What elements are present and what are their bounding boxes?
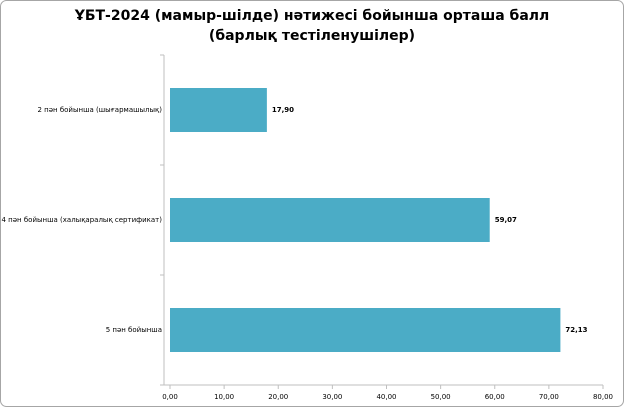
- value-label: 72,13: [565, 326, 587, 334]
- x-tick-label: 30,00: [322, 393, 342, 401]
- x-tick-label: 40,00: [376, 393, 396, 401]
- bar: [170, 198, 490, 242]
- y-tick-label: 5 пән бойынша: [106, 326, 162, 334]
- x-tick-label: 80,00: [593, 393, 613, 401]
- x-tick-label: 20,00: [268, 393, 288, 401]
- x-tick-label: 60,00: [485, 393, 505, 401]
- x-tick-label: 50,00: [431, 393, 451, 401]
- y-tick-label: 2 пән бойынша (шығармашылық): [37, 106, 162, 114]
- x-tick-label: 70,00: [539, 393, 559, 401]
- bar: [170, 88, 267, 132]
- bar: [170, 308, 561, 352]
- chart-title: ҰБТ-2024 (мамыр-шілде) нәтижесі бойынша …: [74, 8, 550, 44]
- x-tick-label: 0,00: [162, 393, 178, 401]
- value-label: 17,90: [272, 106, 294, 114]
- value-label: 59,07: [495, 216, 517, 224]
- y-tick-label: 4 пән бойынша (халықаралық сертификат): [2, 216, 163, 224]
- x-tick-label: 10,00: [214, 393, 234, 401]
